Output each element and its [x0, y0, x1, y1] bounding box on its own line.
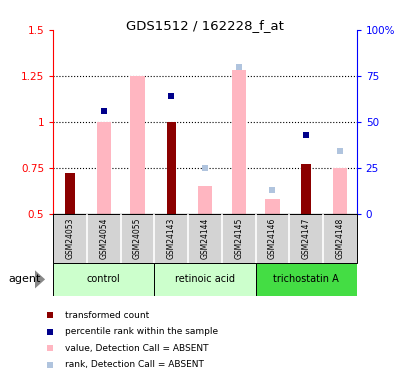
Bar: [198, 186, 211, 214]
Text: value, Detection Call = ABSENT: value, Detection Call = ABSENT: [65, 344, 208, 352]
Text: agent: agent: [8, 274, 40, 284]
Text: GSM24147: GSM24147: [301, 217, 310, 259]
Bar: [65, 173, 75, 214]
Bar: [301, 164, 310, 214]
Polygon shape: [35, 270, 45, 289]
Bar: [332, 168, 346, 214]
Text: GSM24146: GSM24146: [267, 217, 276, 259]
Bar: [231, 70, 245, 214]
Bar: [130, 76, 144, 214]
Text: GSM24054: GSM24054: [99, 217, 108, 259]
Bar: [166, 122, 175, 214]
Bar: [265, 199, 279, 214]
Bar: [97, 122, 111, 214]
Bar: [154, 262, 255, 296]
Text: control: control: [87, 274, 120, 284]
Text: GSM24148: GSM24148: [335, 217, 344, 259]
Text: GSM24053: GSM24053: [65, 217, 74, 259]
Text: transformed count: transformed count: [65, 310, 149, 320]
Text: GSM24055: GSM24055: [133, 217, 142, 259]
Text: percentile rank within the sample: percentile rank within the sample: [65, 327, 218, 336]
Text: GSM24144: GSM24144: [200, 217, 209, 259]
Text: retinoic acid: retinoic acid: [175, 274, 234, 284]
Text: trichostatin A: trichostatin A: [272, 274, 338, 284]
Bar: [255, 262, 356, 296]
Text: GSM24145: GSM24145: [234, 217, 243, 259]
Bar: [53, 262, 154, 296]
Text: rank, Detection Call = ABSENT: rank, Detection Call = ABSENT: [65, 360, 204, 369]
Text: GSM24143: GSM24143: [166, 217, 175, 259]
Text: GDS1512 / 162228_f_at: GDS1512 / 162228_f_at: [126, 19, 283, 32]
